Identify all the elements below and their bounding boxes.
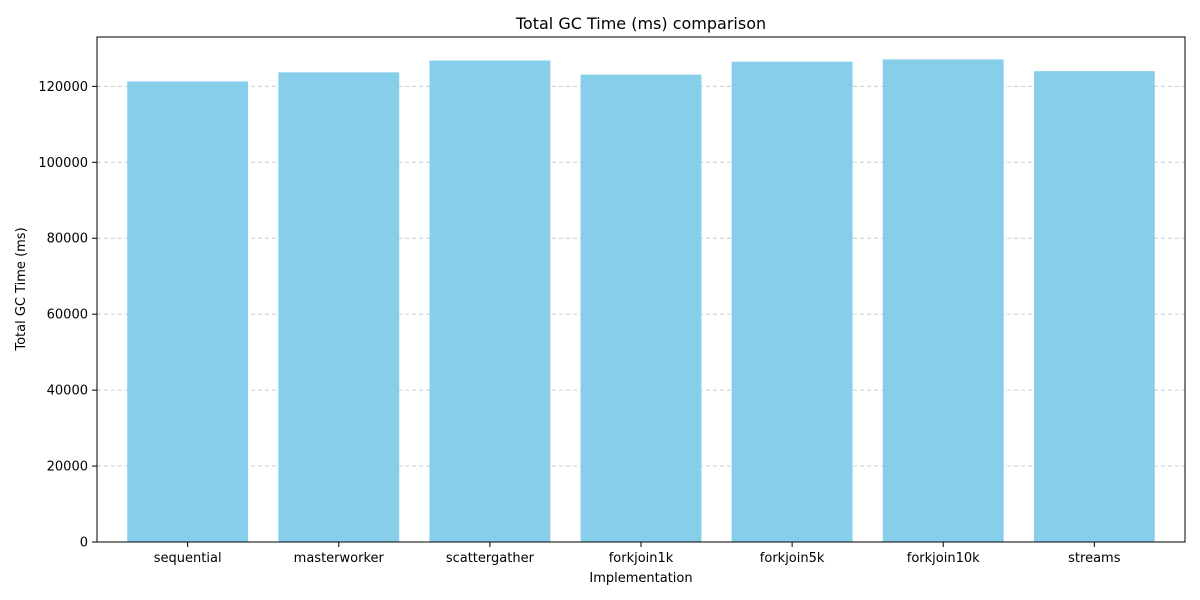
x-tick-label: forkjoin1k — [609, 551, 674, 566]
bar-sequential — [127, 81, 249, 543]
x-ticks: sequential masterworker scattergather forkj… — [154, 542, 1121, 566]
bar-masterworker — [278, 72, 400, 543]
y-tick-label: 100000 — [38, 156, 88, 171]
bar-forkjoin1k — [580, 74, 702, 543]
x-tick-label: masterworker — [294, 551, 385, 566]
bar-forkjoin5k — [731, 61, 853, 542]
bar-streams — [1033, 71, 1155, 542]
x-tick-label: streams — [1068, 551, 1121, 566]
x-tick-label: scattergather — [446, 551, 535, 566]
gridlines — [97, 85, 1185, 467]
y-tick-label: 60000 — [47, 308, 88, 323]
y-tick-label: 0 — [80, 536, 88, 551]
x-axis-label: Implementation — [589, 571, 692, 586]
y-axis-label: Total GC Time (ms) — [14, 227, 29, 351]
x-tick-label: sequential — [154, 551, 222, 566]
y-ticks: 0 20000 40000 60000 80000 100000 120000 — [38, 80, 97, 551]
y-tick-label: 40000 — [47, 384, 88, 399]
y-tick-label: 120000 — [38, 80, 88, 95]
bars — [127, 59, 1155, 543]
y-tick-label: 80000 — [47, 232, 88, 247]
bar-forkjoin10k — [882, 59, 1004, 543]
x-tick-label: forkjoin10k — [907, 551, 980, 566]
bar-scattergather — [429, 60, 551, 543]
chart-title: Total GC Time (ms) comparison — [515, 14, 766, 33]
y-tick-label: 20000 — [47, 460, 88, 475]
x-tick-label: forkjoin5k — [760, 551, 825, 566]
